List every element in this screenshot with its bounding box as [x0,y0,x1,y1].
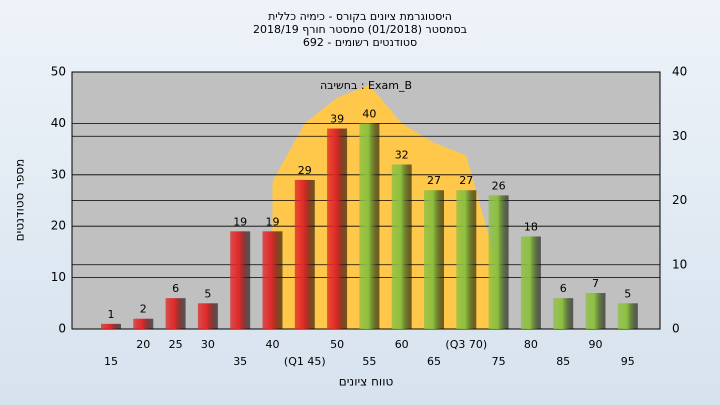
bar [101,323,121,329]
bar [520,236,541,329]
bar [133,318,154,329]
y-tick-label: 50 [51,65,66,79]
x-tick-label: 75 [492,355,506,368]
x-tick-label: (Q3 70) [445,338,487,351]
x-tick-label: 80 [524,338,538,351]
x-tick-label: 95 [621,355,635,368]
value-label: 6 [560,282,567,295]
bar [424,190,444,329]
y2-tick-label: 40 [672,65,687,79]
annotation: בחשיבה : Exam_B [320,79,412,92]
y2-tick-label: 30 [672,129,687,143]
y2-tick-label: 0 [672,322,680,336]
bar [585,293,606,329]
y2-tick-label: 10 [672,257,687,271]
value-label: 1 [108,308,115,321]
bar [262,231,283,329]
chart-title: היסטוגרמת ציונים בקורס - כימיה כללית [268,10,452,23]
x-tick-label: 60 [395,338,409,351]
chart-title: בסמסטר (01/2018) סמסטר חורף 2018/19 [253,23,467,36]
bar [456,190,477,329]
y-tick-label: 10 [51,270,66,284]
x-axis-label: טווח ציונים [339,375,394,389]
x-tick-label: (Q1 45) [284,355,326,368]
bar [617,303,638,329]
x-tick-label: 65 [427,355,441,368]
y-tick-label: 30 [51,167,66,181]
y-tick-label: 40 [51,116,66,130]
bar [197,303,218,329]
value-label: 40 [362,107,376,120]
value-label: 27 [459,174,473,187]
value-label: 19 [233,215,247,228]
x-tick-label: 50 [330,338,344,351]
bar [294,179,315,329]
value-label: 18 [524,220,538,233]
bar [553,298,574,329]
x-tick-label: 55 [362,355,376,368]
bar [359,123,380,330]
x-tick-label: 90 [589,338,603,351]
y2-tick-label: 20 [672,193,687,207]
y-tick-label: 0 [58,322,66,336]
y-axis-label: מספר סטודנטים [13,159,27,242]
value-label: 19 [266,215,280,228]
x-tick-label: 85 [556,355,570,368]
bar [488,195,509,329]
bar [391,164,412,329]
value-label: 29 [298,164,312,177]
x-tick-label: 15 [104,355,118,368]
value-label: 39 [330,113,344,126]
chart-title: סטודנטים רשומים - 692 [303,36,417,49]
value-label: 5 [204,287,211,300]
bar [165,298,186,329]
value-label: 7 [592,277,599,290]
bar [327,128,348,329]
x-tick-label: 40 [266,338,280,351]
x-tick-label: 20 [136,338,150,351]
x-tick-label: 35 [233,355,247,368]
x-tick-label: 25 [169,338,183,351]
bar [230,231,251,329]
value-label: 32 [395,149,409,162]
value-label: 2 [140,303,147,316]
value-label: 27 [427,174,441,187]
y-tick-label: 20 [51,219,66,233]
value-label: 26 [492,179,506,192]
value-label: 6 [172,282,179,295]
x-tick-label: 30 [201,338,215,351]
value-label: 5 [624,287,631,300]
